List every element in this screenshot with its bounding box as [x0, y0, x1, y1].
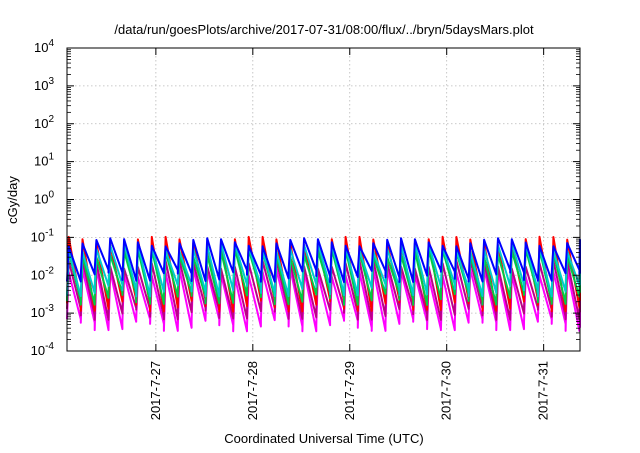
- x-axis-label: Coordinated Universal Time (UTC): [224, 431, 423, 446]
- y-tick-exponent: -3: [45, 303, 54, 314]
- y-tick-label: 10-4: [31, 341, 55, 358]
- y-tick-label: 10-2: [31, 265, 55, 282]
- y-tick-exponent: -4: [45, 341, 54, 352]
- y-tick-exponent: -2: [45, 265, 54, 276]
- y-tick-exponent: 0: [48, 190, 54, 201]
- y-tick-label: 101: [34, 152, 54, 169]
- y-tick-exponent: -1: [45, 227, 54, 238]
- x-tick-label: 2017-7-27: [148, 361, 163, 420]
- y-tick-label: 104: [34, 38, 54, 55]
- y-tick-exponent: 1: [48, 152, 54, 163]
- y-tick-exponent: 4: [48, 38, 54, 49]
- y-tick-exponent: 2: [48, 114, 54, 125]
- grid-lines: [67, 48, 580, 351]
- y-tick-label: 102: [34, 114, 54, 131]
- axis-ticks: 10410310210110010-110-210-310-42017-7-27…: [31, 38, 580, 420]
- x-tick-label: 2017-7-29: [342, 361, 357, 420]
- chart-title: /data/run/goesPlots/archive/2017-07-31/0…: [114, 22, 534, 37]
- x-tick-label: 2017-7-28: [245, 361, 260, 420]
- y-axis-label: cGy/day: [5, 176, 20, 224]
- y-tick-label: 10-3: [31, 303, 55, 320]
- y-tick-exponent: 3: [48, 76, 54, 87]
- x-tick-label: 2017-7-31: [536, 361, 551, 420]
- x-tick-label: 2017-7-30: [439, 361, 454, 420]
- y-tick-label: 103: [34, 76, 54, 93]
- y-tick-label: 10-1: [31, 227, 55, 244]
- series-lines: [66, 235, 581, 333]
- y-tick-label: 100: [34, 190, 54, 207]
- series-line-6: [66, 237, 581, 284]
